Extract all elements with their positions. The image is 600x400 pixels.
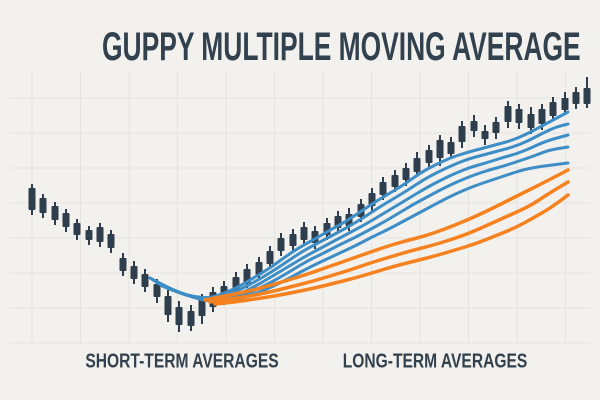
candlestick-series [28, 77, 591, 332]
long-term-ema-lines [203, 168, 570, 306]
long-term-averages-label: LONG-TERM AVERAGES [342, 350, 528, 373]
short-term-averages-label: SHORT-TERM AVERAGES [85, 350, 279, 373]
chart-grid [10, 72, 590, 344]
chart-title: GUPPY MULTIPLE MOVING AVERAGE [101, 25, 581, 69]
